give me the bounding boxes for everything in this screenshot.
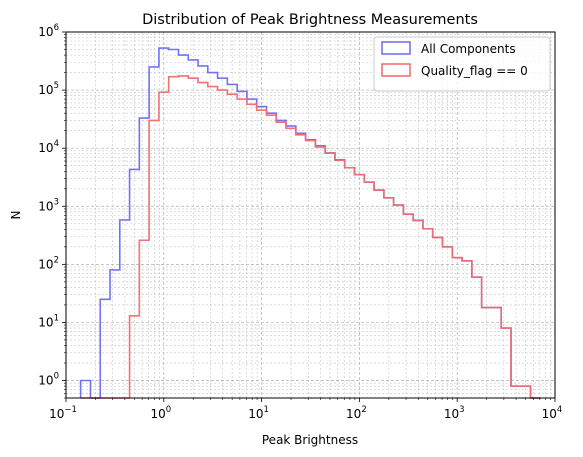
x-tick-label: 103 — [444, 405, 465, 421]
x-axis-ticks: 10−1 100 101 102 103 104 — [49, 398, 562, 421]
y-axis-label: N — [9, 211, 23, 220]
y-tick-label: 101 — [38, 313, 59, 329]
legend-frame — [373, 36, 551, 92]
y-tick-label: 106 — [38, 23, 59, 39]
y-tick-label: 102 — [38, 255, 59, 271]
legend: All Components Quality_flag == 0 — [373, 36, 551, 92]
x-tick-label: 102 — [346, 405, 367, 421]
x-axis-label: Peak Brightness — [262, 433, 358, 447]
y-axis-ticks: 100 101 102 103 104 105 106 — [38, 23, 66, 399]
legend-label-quality-flag: Quality_flag == 0 — [421, 64, 528, 78]
y-tick-label: 105 — [38, 81, 59, 97]
x-tick-label: 104 — [542, 405, 563, 421]
legend-label-all-components: All Components — [421, 42, 516, 56]
legend-swatch-all-components — [381, 41, 411, 55]
y-tick-label: 100 — [38, 372, 59, 388]
legend-swatch-quality-flag — [381, 63, 411, 77]
chart-title: Distribution of Peak Brightness Measurem… — [142, 12, 478, 28]
y-tick-label: 104 — [38, 139, 59, 155]
series-quality-flag-line — [80, 75, 541, 399]
minor-gridlines — [66, 32, 555, 399]
x-tick-label: 100 — [150, 405, 171, 421]
y-tick-label: 103 — [38, 197, 59, 213]
series-layer — [79, 47, 541, 399]
x-tick-label: 101 — [248, 405, 269, 421]
x-tick-label: 10−1 — [49, 405, 77, 421]
